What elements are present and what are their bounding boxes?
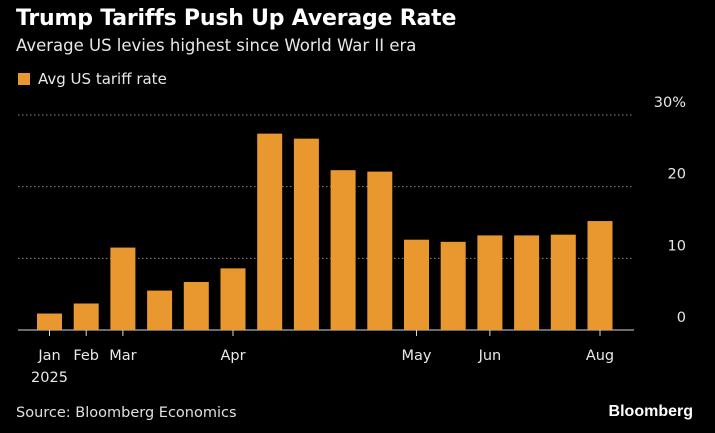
x-tick-label: Mar: [109, 348, 136, 364]
x-year-label: 2025: [31, 370, 68, 386]
y-tick-label: 20: [668, 167, 686, 183]
source-note: Source: Bloomberg Economics: [16, 405, 237, 421]
bar: [73, 303, 99, 330]
bar: [147, 290, 173, 330]
bar: [367, 171, 393, 330]
bar: [477, 235, 503, 330]
bar: [550, 234, 576, 330]
bloomberg-logo: Bloomberg: [608, 403, 693, 420]
x-tick-label: Jan: [37, 348, 60, 364]
bar: [514, 235, 540, 330]
legend-swatch: [18, 73, 30, 85]
bar: [110, 247, 136, 330]
y-tick-label: 10: [668, 238, 686, 254]
bar: [587, 221, 613, 330]
x-tick-label: May: [402, 348, 432, 364]
bar: [440, 241, 466, 330]
legend-label: Avg US tariff rate: [38, 70, 167, 88]
bar: [404, 239, 429, 330]
bar: [37, 313, 62, 330]
x-tick-label: Apr: [220, 348, 245, 364]
y-tick-label: 30%: [654, 95, 686, 111]
bar: [257, 133, 283, 330]
chart-title: Trump Tariffs Push Up Average Rate: [16, 6, 457, 31]
x-tick-label: Feb: [73, 348, 99, 364]
legend: Avg US tariff rate: [18, 70, 167, 88]
x-tick-label: Jun: [478, 348, 502, 364]
y-tick-label: 0: [677, 310, 686, 326]
bar: [293, 138, 319, 330]
bar: [183, 281, 209, 330]
x-tick-label: Aug: [586, 348, 614, 364]
chart-subtitle: Average US levies highest since World Wa…: [16, 36, 417, 55]
bar: [330, 170, 356, 330]
bar: [220, 268, 246, 330]
